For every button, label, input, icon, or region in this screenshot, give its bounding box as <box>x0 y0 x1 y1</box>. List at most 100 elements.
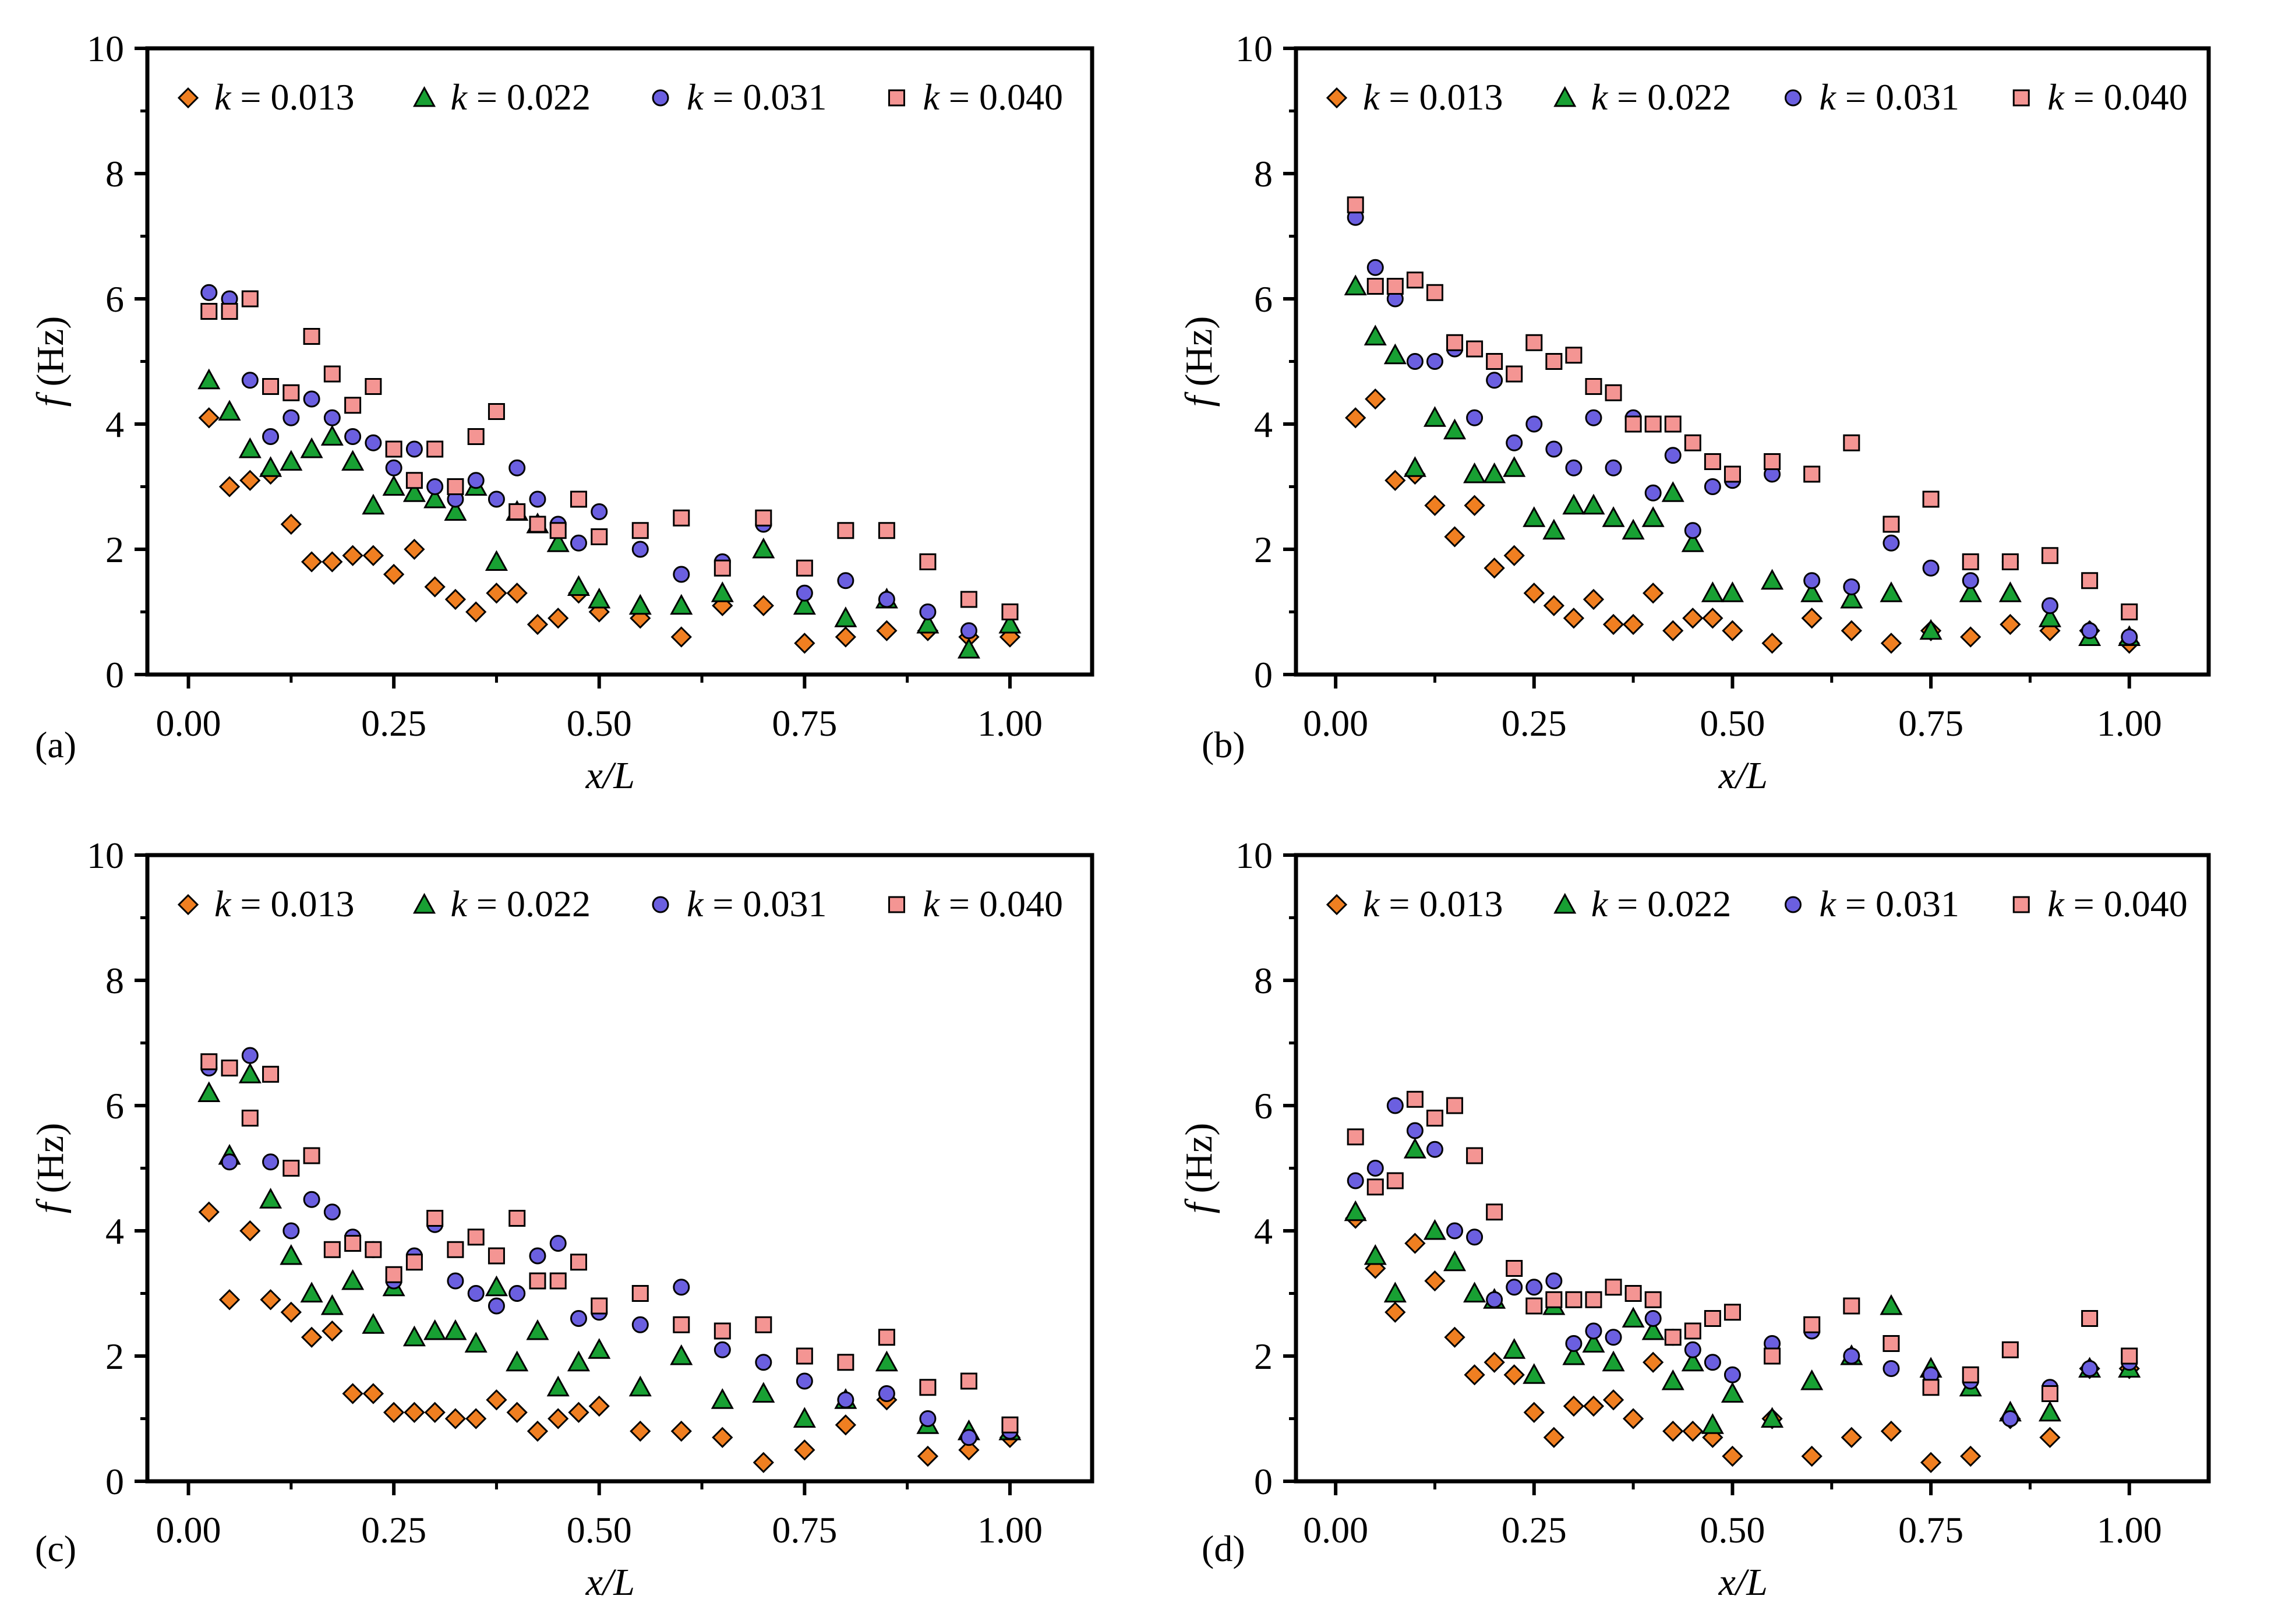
data-point <box>1684 1322 1701 1340</box>
data-point <box>282 384 300 401</box>
data-point <box>1602 506 1625 527</box>
legend-label-value: = 0.022 <box>1608 76 1731 118</box>
series-triangle <box>197 368 1022 659</box>
data-point <box>878 1385 895 1402</box>
data-point <box>426 440 444 458</box>
legend-label-value: = 0.022 <box>1608 883 1731 924</box>
legend-label: k = 0.013 <box>214 76 355 118</box>
data-point <box>423 1319 447 1340</box>
data-point <box>549 1272 567 1290</box>
data-point <box>1661 481 1684 502</box>
data-point <box>1644 1291 1662 1308</box>
data-point <box>1602 613 1624 636</box>
series-diamond <box>198 1201 1021 1473</box>
legend-item: k = 0.040 <box>2012 76 2188 118</box>
data-point <box>714 559 731 577</box>
data-point <box>218 1289 241 1311</box>
legend-label: k = 0.013 <box>1363 883 1503 924</box>
data-point <box>1803 465 1821 483</box>
data-point <box>1385 469 1406 491</box>
y-tick-label: 10 <box>87 28 124 69</box>
data-point <box>402 481 426 502</box>
data-point <box>546 1375 570 1397</box>
data-point <box>506 1350 529 1372</box>
data-point <box>2121 1347 2138 1365</box>
data-point <box>1585 1291 1602 1308</box>
data-point <box>1722 620 1743 641</box>
data-point <box>1483 462 1506 483</box>
data-point <box>385 1266 402 1283</box>
data-point <box>1761 1407 1784 1428</box>
data-point <box>1721 581 1744 602</box>
data-point <box>1423 406 1446 427</box>
data-point <box>1366 1178 1384 1196</box>
data-point <box>1582 493 1605 515</box>
legend-label: k = 0.040 <box>2047 76 2188 118</box>
y-tick-label: 4 <box>1254 1210 1273 1252</box>
y-tick-label: 6 <box>1254 278 1273 320</box>
data-point <box>1605 459 1622 476</box>
data-point <box>385 459 402 476</box>
legend-item: k = 0.031 <box>1785 76 1959 118</box>
legend-item: k = 0.013 <box>177 883 355 924</box>
data-point <box>303 1147 320 1164</box>
legend-item: k = 0.040 <box>888 76 1063 118</box>
legend-marker-square <box>888 89 905 107</box>
data-point <box>444 1319 467 1340</box>
data-point <box>1684 1341 1701 1358</box>
data-point <box>794 633 815 654</box>
series-triangle <box>197 1062 1022 1441</box>
data-point <box>259 456 282 477</box>
data-point <box>488 403 505 420</box>
data-point <box>465 1408 487 1429</box>
data-point <box>1583 588 1605 610</box>
x-tick-label: 0.00 <box>1303 1509 1368 1551</box>
data-point <box>198 1201 220 1223</box>
y-axis-title: f (Hz) <box>1178 316 1220 407</box>
data-point <box>1922 559 1940 577</box>
y-tick-label: 2 <box>1254 529 1273 570</box>
data-point <box>383 1401 405 1423</box>
data-point <box>1704 1354 1721 1371</box>
panel-label: (a) <box>35 724 76 765</box>
data-point <box>467 428 485 445</box>
series-triangle <box>1344 1138 2141 1434</box>
data-point <box>591 1297 608 1315</box>
data-point <box>1347 196 1364 214</box>
data-point <box>1664 415 1682 433</box>
data-point <box>794 1439 815 1461</box>
legend-label-value: = 0.013 <box>1379 76 1503 118</box>
y-tick-label: 8 <box>1254 153 1273 195</box>
data-point <box>1764 453 1781 470</box>
data-point <box>1506 1260 1523 1277</box>
data-point <box>1562 493 1585 515</box>
legend-label-value: = 0.022 <box>467 883 591 924</box>
data-point <box>1764 1347 1781 1365</box>
legend-label-symbol: k <box>451 883 468 924</box>
data-point <box>1001 1416 1019 1434</box>
data-point <box>1383 1281 1407 1302</box>
legend-label-symbol: k <box>923 883 941 924</box>
y-tick-label: 8 <box>105 960 124 1001</box>
data-point <box>570 534 587 552</box>
data-point <box>1622 613 1644 636</box>
data-point <box>1364 324 1387 345</box>
data-point <box>568 1401 589 1423</box>
data-point <box>835 1414 856 1436</box>
data-point <box>1403 456 1426 477</box>
data-point <box>1406 1090 1424 1108</box>
legend-marker-diamond <box>1326 87 1348 109</box>
y-tick-label: 10 <box>1235 835 1273 876</box>
data-point <box>1922 490 1940 508</box>
data-point <box>960 622 977 640</box>
data-point <box>488 1297 505 1315</box>
data-point <box>444 1408 467 1429</box>
legend-label-symbol: k <box>1820 76 1837 118</box>
data-point <box>301 1326 323 1348</box>
data-point <box>1404 1233 1426 1254</box>
data-point <box>1682 1420 1704 1442</box>
legend-label-symbol: k <box>2047 76 2065 118</box>
data-point <box>426 478 444 495</box>
x-tick-label: 0.75 <box>1898 702 1963 744</box>
